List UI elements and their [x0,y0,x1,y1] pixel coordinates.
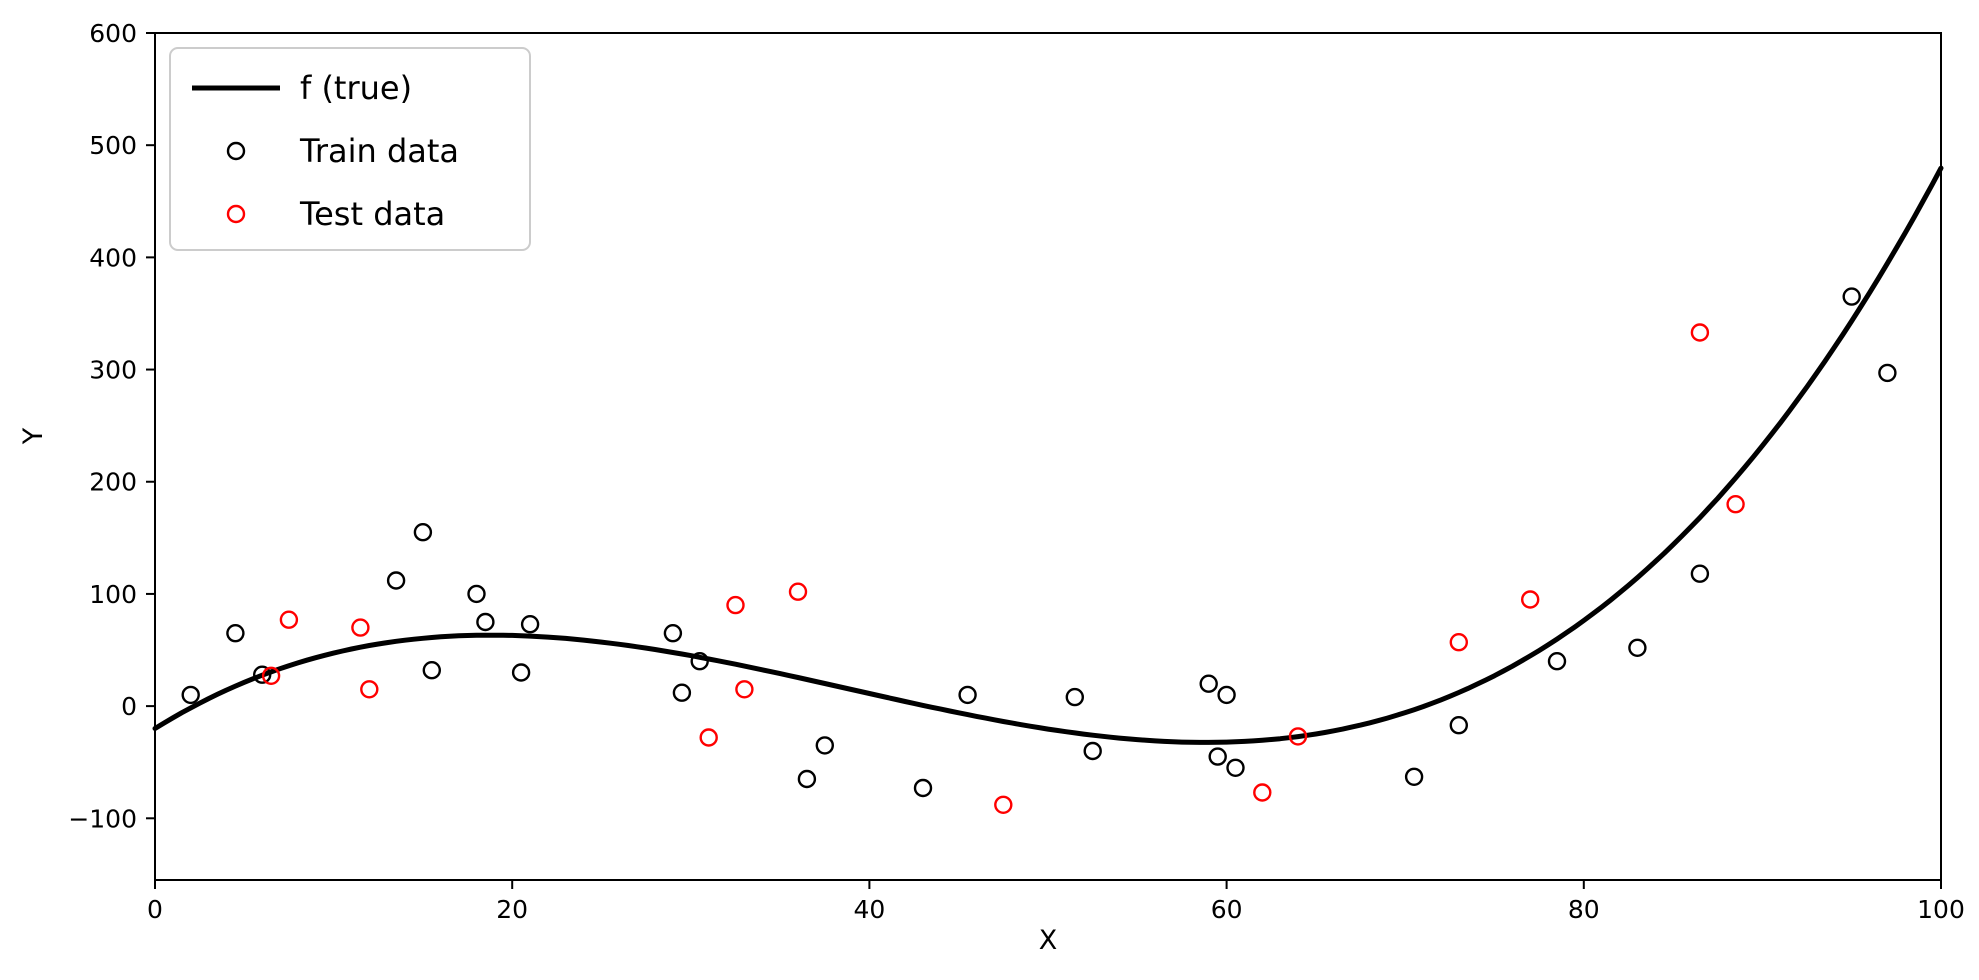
y-tick-label: 300 [89,356,137,385]
train-data-point [1690,564,1710,583]
y-tick-label: 500 [89,131,137,160]
legend-marker-sample [226,204,246,224]
train-data-point [1547,652,1567,671]
train-data-point [467,584,486,604]
test-data-point [1690,323,1710,342]
train-data-point [1449,716,1469,735]
x-tick-label: 80 [1568,895,1600,924]
test-data-point [1726,495,1745,514]
x-tick-label: 100 [1917,895,1965,924]
legend-label: f (true) [300,69,412,107]
train-data-point [476,612,495,632]
train-data-point [253,665,272,684]
test-data-point [1288,727,1308,746]
train-data-point [520,615,540,634]
y-tick-label: 400 [89,243,137,272]
train-data-point [511,663,531,682]
train-data-point [663,624,683,643]
train-data-point [815,736,834,755]
x-tick-label: 20 [496,895,528,924]
train-data-point [181,685,200,705]
train-data-point [1628,638,1647,657]
train-data-point [958,685,977,705]
train-data-point [1878,363,1897,383]
y-tick-label: −100 [68,804,137,833]
y-tick-label: 600 [89,19,137,48]
train-data-point [913,778,933,798]
test-data-point [1520,590,1540,609]
train-data-point [1208,747,1227,766]
test-data-point [1253,783,1272,802]
train-data-point [672,683,692,702]
legend-marker-sample [226,141,246,161]
train-data-point [1217,685,1236,705]
legend-label: Test data [299,195,445,233]
legend-label: Train data [299,132,459,170]
train-data-point [1226,758,1245,777]
train-data-point [1842,287,1861,306]
legend-box [169,47,531,251]
train-data-point [1199,674,1218,693]
y-tick-label: 200 [89,468,137,497]
y-axis-label: Y [18,427,49,445]
train-data-point [1065,687,1085,707]
train-data-point [690,652,709,671]
y-tick-label: 100 [89,580,137,609]
test-data-point [279,610,299,629]
test-data-point [360,680,379,699]
axes-frame [154,32,1942,881]
x-tick-label: 60 [1211,895,1243,924]
train-data-point [1404,767,1424,786]
x-tick-label: 0 [147,895,163,924]
test-data-point [1449,633,1469,652]
true-function-curve [152,165,1944,745]
test-data-point [261,666,281,685]
x-tick-label: 40 [853,895,885,924]
train-data-point [1083,741,1102,761]
test-data-point [351,618,370,637]
train-data-point [797,769,817,789]
train-data-point [386,571,406,590]
test-data-point [788,582,808,601]
x-axis-label: X [1038,925,1058,956]
test-data-point [994,795,1013,814]
y-tick-label: 0 [121,692,137,721]
train-data-point [226,624,245,643]
train-data-point [422,661,441,680]
test-data-point [735,680,754,699]
train-data-point [413,523,433,542]
test-data-point [699,728,718,747]
test-data-point [726,595,745,615]
